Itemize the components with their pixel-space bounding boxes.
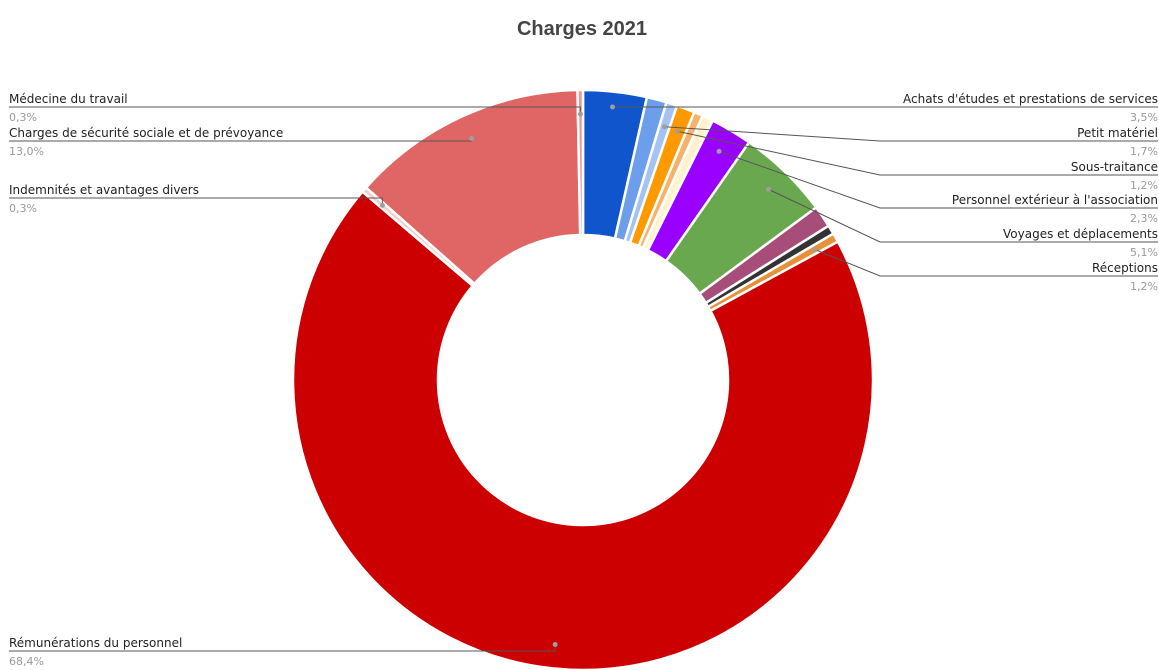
- donut-slice: [576, 88, 585, 237]
- slice-label: Charges de sécurité sociale et de prévoy…: [9, 126, 283, 140]
- slice-value-label: 13,0%: [9, 145, 44, 158]
- slice-label: Voyages et déplacements: [1003, 227, 1158, 241]
- slice-label: Réceptions: [1092, 261, 1158, 275]
- slice-value-label: 0,3%: [9, 111, 37, 124]
- leader-dot: [610, 104, 616, 110]
- slice-label: Médecine du travail: [9, 92, 128, 106]
- leader-dot: [577, 111, 583, 117]
- leader-line: [664, 126, 1158, 142]
- leader-dot: [716, 148, 722, 154]
- slice-label: Indemnités et avantages divers: [9, 183, 199, 197]
- leader-dot: [469, 135, 475, 141]
- slice-label: Rémunérations du personnel: [9, 636, 182, 650]
- leader-dot: [766, 186, 772, 192]
- slice-label: Sous-traitance: [1071, 160, 1158, 174]
- leader-dot: [661, 124, 667, 130]
- slice-labels: Achats d'études et prestations de servic…: [9, 92, 1158, 668]
- slice-value-label: 68,4%: [9, 655, 44, 668]
- donut-slice: [364, 88, 582, 286]
- leader-dot: [379, 202, 385, 208]
- leader-line: [768, 188, 1158, 243]
- leader-line: [9, 197, 383, 206]
- leader-dot: [552, 642, 558, 648]
- slice-value-label: 1,2%: [1130, 179, 1158, 192]
- slice-label: Petit matériel: [1077, 126, 1158, 140]
- chart-title: Charges 2021: [517, 18, 647, 40]
- leader-dot: [674, 128, 680, 134]
- leader-dot: [812, 246, 818, 252]
- donut-slice: [291, 190, 875, 670]
- leader-line: [814, 248, 1158, 277]
- slice-value-label: 3,5%: [1130, 111, 1158, 124]
- slice-label: Personnel extérieur à l'association: [952, 193, 1158, 207]
- donut-slices: [291, 88, 875, 670]
- leader-line: [677, 130, 1158, 176]
- slice-value-label: 5,1%: [1130, 246, 1158, 259]
- slice-value-label: 1,7%: [1130, 145, 1158, 158]
- slice-value-label: 0,3%: [9, 202, 37, 215]
- slice-value-label: 2,3%: [1130, 212, 1158, 225]
- leader-line: [718, 150, 1158, 209]
- slice-value-label: 1,2%: [1130, 280, 1158, 293]
- slice-label: Achats d'études et prestations de servic…: [903, 92, 1158, 106]
